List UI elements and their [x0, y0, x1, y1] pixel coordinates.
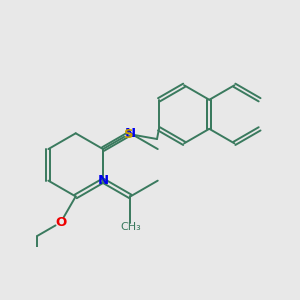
Text: N: N — [125, 127, 136, 140]
Text: N: N — [98, 174, 109, 187]
Text: CH₃: CH₃ — [120, 222, 141, 232]
Text: O: O — [55, 216, 66, 229]
Text: S: S — [124, 128, 134, 141]
